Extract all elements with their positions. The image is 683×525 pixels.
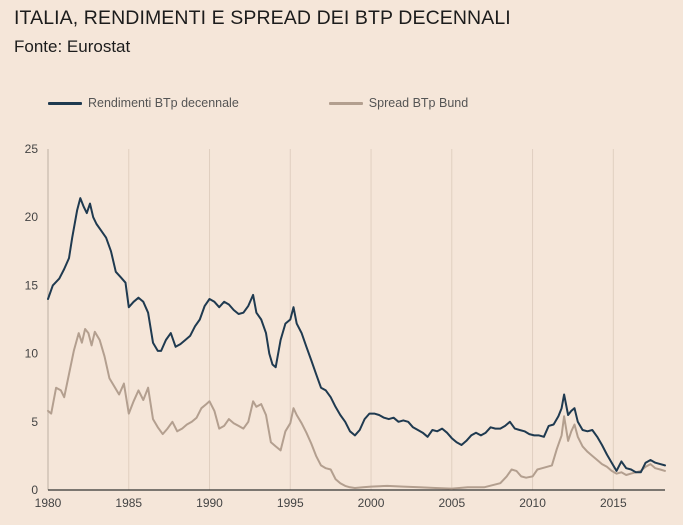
y-tick-label: 10 [25,347,39,361]
legend-label-yield: Rendimenti BTp decennale [88,96,239,110]
y-tick-label: 15 [25,278,39,292]
x-tick-label: 1985 [115,496,142,510]
legend-item-spread: Spread BTp Bund [328,96,469,110]
legend-swatch-yield [48,101,82,105]
chart-subtitle: Fonte: Eurostat [14,37,131,56]
x-tick-label: 2005 [438,496,465,510]
chart-title: ITALIA, RENDIMENTI E SPREAD DEI BTP DECE… [14,7,511,29]
series-line-spread [47,328,666,490]
x-tick-label: 2015 [600,496,627,510]
x-tick-label: 1995 [277,496,304,510]
y-tick-label: 25 [25,142,39,156]
legend-swatch-spread [328,101,363,105]
chart-legend: Rendimenti BTp decennale Spread BTp Bund [48,96,558,110]
y-tick-label: 20 [25,210,39,224]
x-tick-label: 2000 [358,496,385,510]
legend-item-yield: Rendimenti BTp decennale [48,96,239,110]
x-tick-label: 2010 [519,496,546,510]
x-tick-label: 1980 [35,496,62,510]
y-tick-label: 0 [31,483,38,497]
y-tick-label: 5 [31,415,38,429]
series-line-yield [47,197,666,474]
x-tick-label: 1990 [196,496,223,510]
legend-label-spread: Spread BTp Bund [368,96,469,110]
